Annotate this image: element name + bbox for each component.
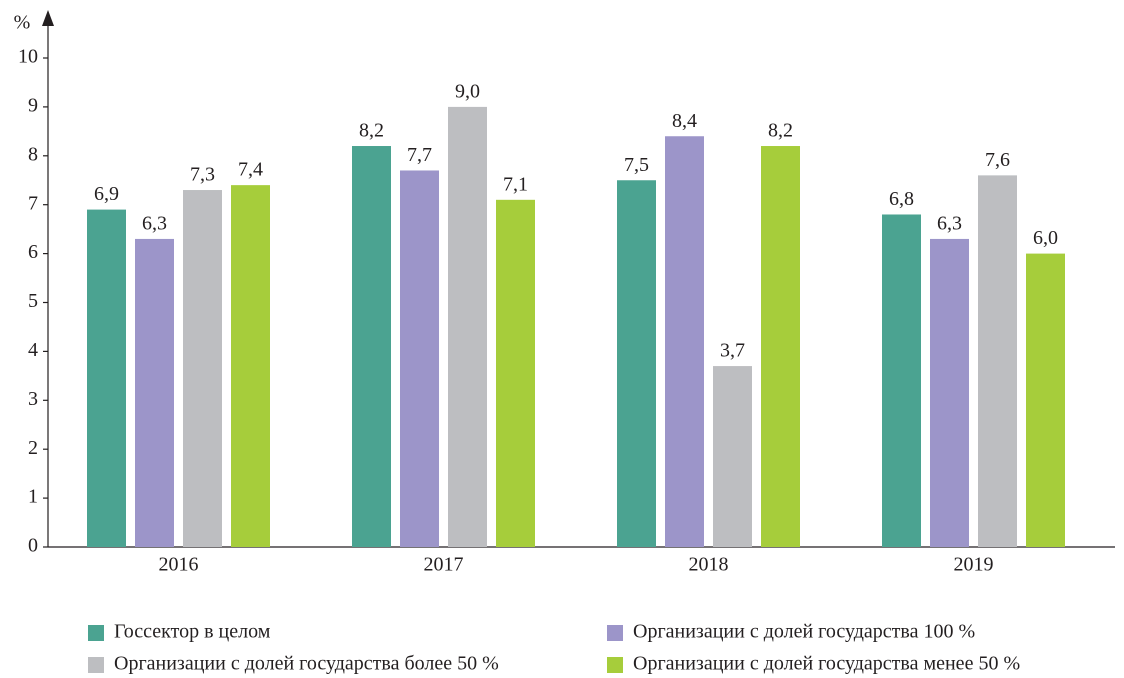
y-tick-label: 8	[28, 143, 38, 165]
x-tick-label: 2016	[159, 554, 199, 576]
legend-label: Организации с долей государства более 50…	[114, 653, 499, 675]
value-label: 6,9	[94, 183, 119, 205]
y-tick-label: 6	[28, 241, 38, 263]
value-label: 8,2	[768, 120, 793, 142]
legend-swatch	[88, 657, 104, 673]
y-axis-label: %	[14, 12, 31, 34]
bar	[448, 106, 487, 548]
bar	[87, 209, 126, 547]
bar	[617, 180, 656, 547]
value-label: 6,0	[1033, 227, 1058, 249]
y-tick-label: 2	[28, 437, 38, 459]
y-tick-label: 4	[28, 339, 38, 361]
bar	[930, 238, 969, 547]
legend-label: Организации с долей государства 100 %	[633, 621, 975, 643]
legend-swatch	[607, 625, 623, 641]
bar	[231, 185, 270, 547]
y-tick-label: 9	[28, 94, 38, 116]
y-tick-label: 0	[28, 535, 38, 557]
bar	[496, 199, 535, 547]
bar	[882, 214, 921, 548]
bar	[352, 146, 391, 547]
bar	[183, 190, 222, 547]
value-label: 3,7	[720, 340, 745, 362]
bar	[713, 366, 752, 547]
value-label: 7,7	[407, 144, 432, 166]
legend-swatch	[88, 625, 104, 641]
bar	[978, 175, 1017, 548]
value-label: 7,3	[190, 164, 215, 186]
legend-label: Госсектор в целом	[114, 621, 271, 643]
bar	[761, 146, 800, 547]
value-label: 6,8	[889, 188, 914, 210]
y-tick-label: 3	[28, 388, 38, 410]
value-label: 7,6	[985, 149, 1010, 171]
value-label: 6,3	[937, 213, 962, 235]
bar	[400, 170, 439, 547]
value-label: 8,4	[672, 110, 697, 132]
y-tick-label: 5	[28, 290, 38, 312]
value-label: 7,5	[624, 154, 649, 176]
y-tick-label: 7	[28, 192, 38, 214]
legend-swatch	[607, 657, 623, 673]
bar	[135, 238, 174, 547]
y-tick-label: 10	[18, 46, 38, 68]
legend-label: Организации с долей государства менее 50…	[633, 653, 1020, 675]
x-tick-label: 2018	[689, 554, 729, 576]
value-label: 9,0	[455, 80, 480, 102]
bar	[665, 136, 704, 548]
x-tick-label: 2017	[424, 554, 464, 576]
value-label: 6,3	[142, 213, 167, 235]
y-axis-arrow	[42, 10, 54, 26]
value-label: 7,4	[238, 159, 263, 181]
y-tick-label: 1	[28, 486, 38, 508]
x-tick-label: 2019	[954, 554, 994, 576]
value-label: 8,2	[359, 120, 384, 142]
bar	[1026, 253, 1065, 547]
value-label: 7,1	[503, 173, 528, 195]
